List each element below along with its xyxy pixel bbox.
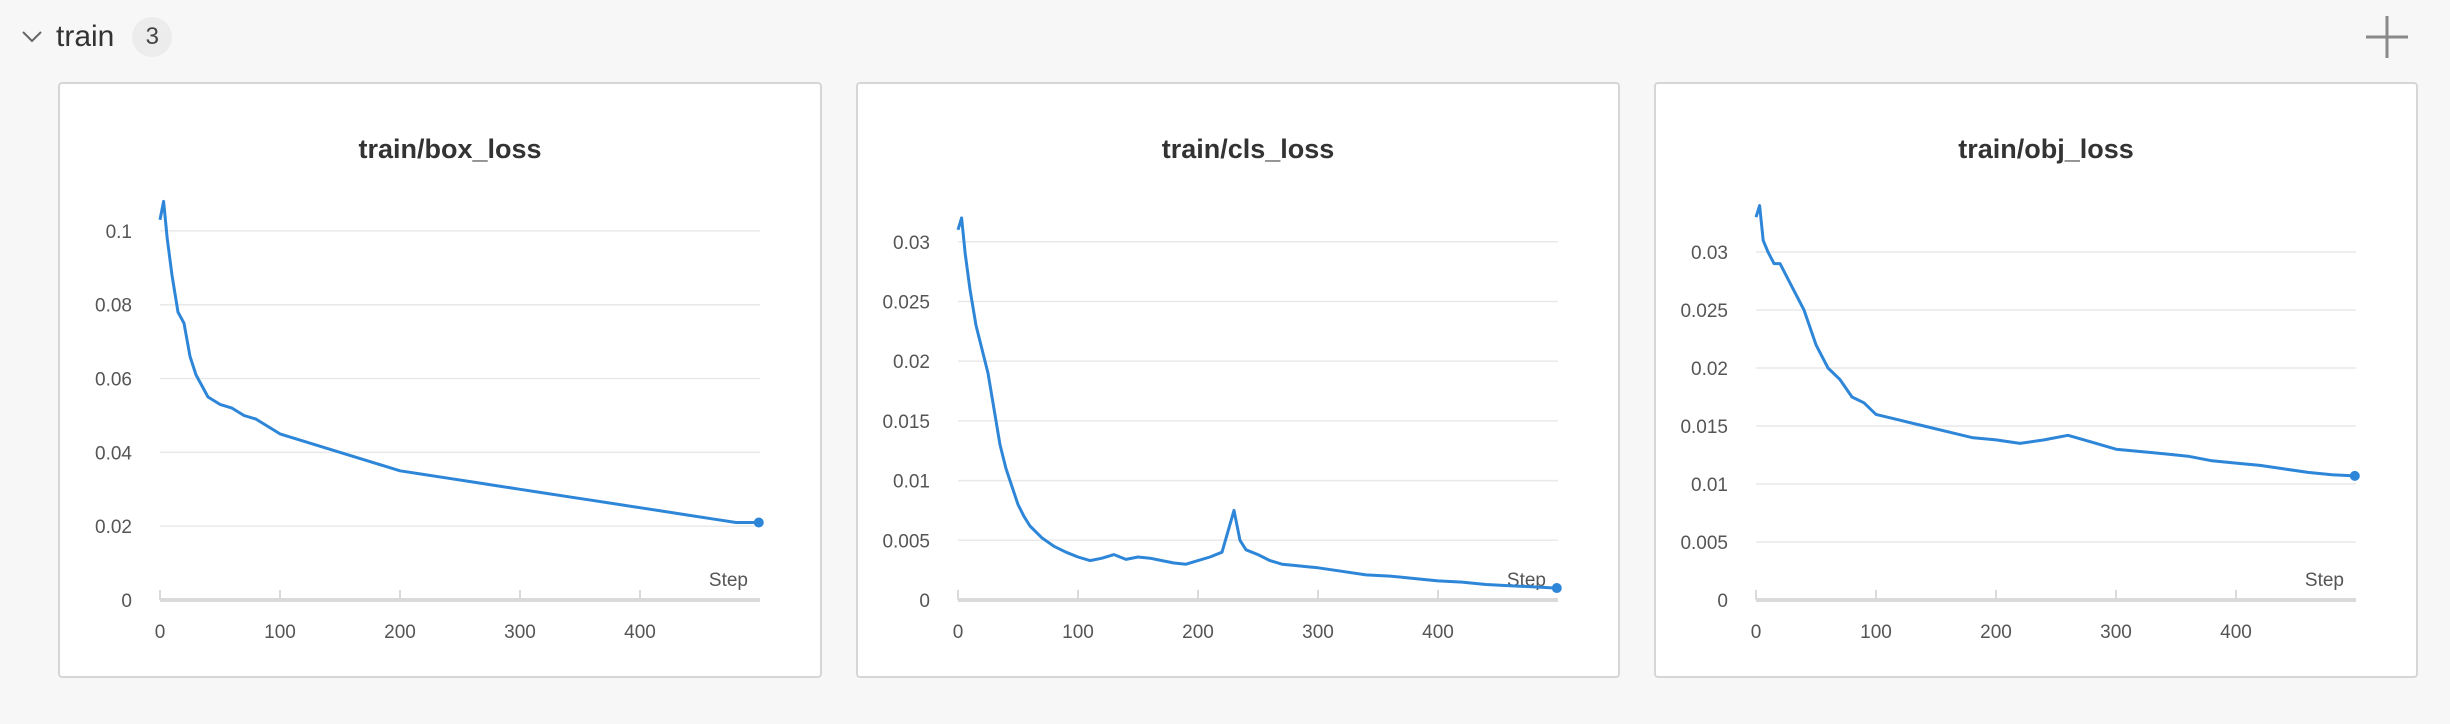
x-tick-label: 200 bbox=[384, 622, 416, 643]
y-tick-label: 0.03 bbox=[893, 233, 930, 254]
chart-title: train/box_loss bbox=[358, 134, 541, 164]
plus-icon bbox=[2366, 16, 2408, 58]
y-tick-label: 0.1 bbox=[106, 222, 132, 243]
y-tick-label: 0.03 bbox=[1691, 243, 1728, 264]
x-tick-label: 0 bbox=[155, 622, 166, 643]
x-tick-label: 100 bbox=[1860, 622, 1892, 643]
x-tick-label: 100 bbox=[264, 622, 296, 643]
y-tick-label: 0.015 bbox=[882, 412, 930, 433]
y-tick-label: 0.02 bbox=[95, 517, 132, 538]
add-panel-button[interactable] bbox=[2364, 14, 2410, 60]
y-tick-label: 0.015 bbox=[1680, 417, 1728, 438]
chart-title: train/obj_loss bbox=[1958, 134, 2134, 164]
chart-title: train/cls_loss bbox=[1162, 134, 1335, 164]
x-tick-label: 200 bbox=[1182, 622, 1214, 643]
y-tick-label: 0 bbox=[121, 591, 132, 612]
y-tick-label: 0 bbox=[1717, 591, 1728, 612]
chart-panel-obj-loss[interactable]: train/obj_loss 0 0.005 0.01 0.015 0.02 0.025 0.… bbox=[1654, 82, 2418, 678]
y-tick-label: 0.02 bbox=[1691, 359, 1728, 380]
y-tick-label: 0.04 bbox=[95, 443, 132, 464]
x-tick-label: 400 bbox=[624, 622, 656, 643]
chart-cls-loss: train/cls_loss 0 0.005 0.01 0.015 0.02 0.025 0.… bbox=[882, 134, 1562, 643]
chart-panel-cls-loss[interactable]: train/cls_loss 0 0.005 0.01 0.015 0.02 0.025 0.… bbox=[856, 82, 1620, 678]
y-tick-label: 0.02 bbox=[893, 352, 930, 373]
y-tick-label: 0.08 bbox=[95, 296, 132, 317]
x-tick-label: 300 bbox=[1302, 622, 1334, 643]
y-tick-label: 0.01 bbox=[1691, 475, 1728, 496]
series-end-point bbox=[753, 517, 764, 528]
x-tick-label: 400 bbox=[1422, 622, 1454, 643]
x-tick-label: 200 bbox=[1980, 622, 2012, 643]
series-end-point bbox=[1551, 583, 1562, 594]
x-tick-label: 300 bbox=[504, 622, 536, 643]
y-tick-label: 0.025 bbox=[882, 292, 930, 313]
series-line-train-box-loss bbox=[158, 199, 759, 524]
y-tick-label: 0.005 bbox=[882, 531, 930, 552]
y-tick-label: 0.005 bbox=[1680, 533, 1728, 554]
y-tick-label: 0.06 bbox=[95, 370, 132, 391]
y-tick-label: 0 bbox=[919, 591, 930, 612]
x-tick-label: 0 bbox=[953, 622, 964, 643]
panel-count-badge: 3 bbox=[132, 17, 173, 57]
series-line-train-obj-loss bbox=[1754, 204, 2355, 478]
x-tick-label: 400 bbox=[2220, 622, 2252, 643]
x-tick-label: 300 bbox=[2100, 622, 2132, 643]
chart-obj-loss: train/obj_loss 0 0.005 0.01 0.015 0.02 0.025 0.… bbox=[1680, 134, 2360, 643]
section-header: train 3 bbox=[18, 12, 173, 62]
series-end-point bbox=[2349, 470, 2360, 481]
chevron-down-icon[interactable] bbox=[18, 23, 46, 51]
y-tick-label: 0.025 bbox=[1680, 301, 1728, 322]
x-tick-label: 0 bbox=[1751, 622, 1762, 643]
x-axis-label: Step bbox=[2305, 570, 2344, 591]
chart-panel-box-loss[interactable]: train/box_loss 0 0.02 0.04 0.06 0.08 0.1 0 100 20… bbox=[58, 82, 822, 678]
chart-box-loss: train/box_loss 0 0.02 0.04 0.06 0.08 0.1 0 100 20… bbox=[95, 134, 764, 643]
x-axis-label: Step bbox=[709, 570, 748, 591]
x-tick-label: 100 bbox=[1062, 622, 1094, 643]
y-tick-label: 0.01 bbox=[893, 472, 930, 493]
series-line-train-cls-loss bbox=[956, 216, 1557, 590]
section-title[interactable]: train bbox=[56, 20, 115, 53]
